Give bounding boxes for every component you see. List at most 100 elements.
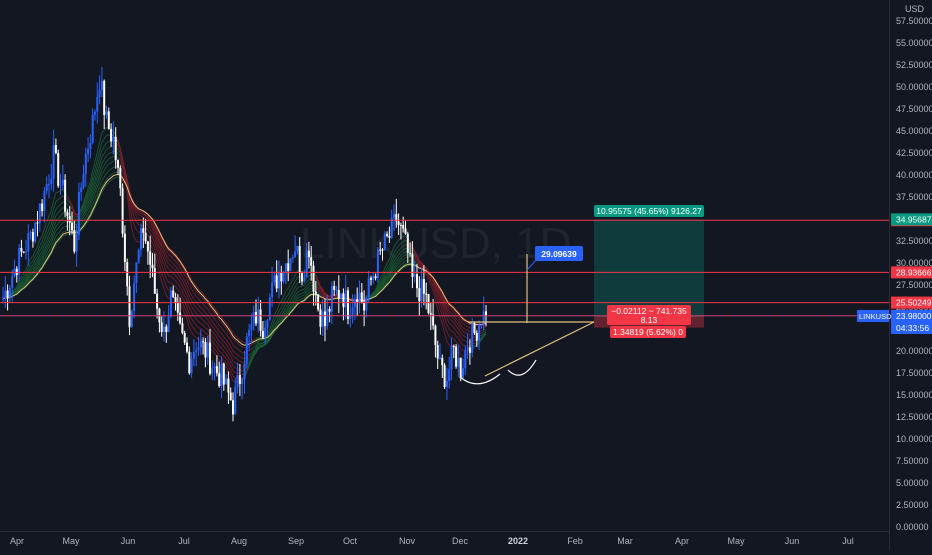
candle-body xyxy=(50,179,52,184)
candle-body xyxy=(216,366,218,373)
candle-body xyxy=(294,251,296,257)
candle-body xyxy=(78,192,80,235)
price-tick-label: 10.00000 xyxy=(896,434,932,444)
candle-body xyxy=(140,228,142,250)
candle-body xyxy=(30,232,32,233)
stop-label[interactable]: 1.34819 (5.62%) 0 xyxy=(610,326,686,338)
candle-body xyxy=(444,365,446,387)
time-tick-label: Mar xyxy=(617,536,633,546)
candle-body xyxy=(129,286,131,327)
ema-ribbon-segment xyxy=(408,265,410,266)
candle-body xyxy=(324,312,326,326)
candle-body xyxy=(301,273,303,281)
candle-body xyxy=(46,184,48,191)
time-tick-label: Apr xyxy=(675,536,689,546)
candle-body xyxy=(285,263,287,272)
time-tick-label: Feb xyxy=(567,536,583,546)
candle-body xyxy=(133,283,135,311)
candle-body xyxy=(434,325,436,345)
candle-body xyxy=(269,297,271,320)
candle-body xyxy=(202,341,204,342)
candle-body xyxy=(92,115,94,143)
time-tick-label: Oct xyxy=(343,536,358,546)
price-tick-label: 45.00000 xyxy=(896,126,932,136)
ema-ribbon-segment xyxy=(406,266,408,267)
candle-body xyxy=(131,311,133,327)
candle-body xyxy=(290,258,292,271)
candle-body xyxy=(296,246,298,251)
candle-body xyxy=(248,330,250,336)
candle-body xyxy=(9,288,11,297)
price-tick-label: 42.50000 xyxy=(896,148,932,158)
candle-body xyxy=(161,322,163,332)
candle-body xyxy=(89,143,91,149)
candle-body xyxy=(198,347,200,350)
candle-body xyxy=(18,248,20,275)
candle-body xyxy=(333,286,335,290)
currency-label: USD xyxy=(905,4,925,14)
position-price-tag: 34.95687 xyxy=(896,214,932,224)
candle-body xyxy=(11,276,13,287)
candle-body xyxy=(262,331,264,338)
candle-body xyxy=(469,347,471,352)
candle-body xyxy=(99,90,101,97)
price-tick-label: 50.00000 xyxy=(896,82,932,92)
candle-body xyxy=(221,364,223,386)
candle-body xyxy=(165,327,167,332)
candle-body xyxy=(85,154,87,174)
candle-body xyxy=(227,379,229,393)
price-tick-label: 17.50000 xyxy=(896,368,932,378)
price-tick-label: 7.50000 xyxy=(896,456,929,466)
time-tick-label: Apr xyxy=(10,536,24,546)
candle-body xyxy=(43,191,45,211)
candle-body xyxy=(278,272,280,288)
candle-body xyxy=(347,290,349,318)
candle-body xyxy=(255,312,257,323)
candle-body xyxy=(191,359,193,373)
candle-body xyxy=(73,230,75,252)
price-tick-label: 0.00000 xyxy=(896,522,929,532)
candle-body xyxy=(170,291,172,317)
candle-body xyxy=(271,282,273,297)
candle-body xyxy=(117,160,119,168)
candle-body xyxy=(69,216,71,223)
time-tick-label: May xyxy=(62,536,80,546)
candle-body xyxy=(326,309,328,326)
pnl-label[interactable]: −0.02112 ~ 741.735 8.13 xyxy=(607,305,691,325)
candle-body xyxy=(398,221,400,225)
candle-body xyxy=(430,313,432,315)
price-tick-label: 15.00000 xyxy=(896,390,932,400)
candle-body xyxy=(407,234,409,253)
candle-body xyxy=(25,251,27,252)
candle-body xyxy=(253,312,255,324)
candle-body xyxy=(37,223,39,224)
candle-body xyxy=(239,375,241,384)
candle-body xyxy=(16,269,18,275)
price-note-callout[interactable]: 29.09639 xyxy=(535,246,583,261)
candle-body xyxy=(280,272,282,282)
candle-body xyxy=(64,180,66,212)
candle-body xyxy=(273,275,275,282)
candle-body xyxy=(20,248,22,252)
candle-body xyxy=(418,288,420,301)
price-tick-label: 57.50000 xyxy=(896,16,932,26)
candle-body xyxy=(124,234,126,262)
time-tick-label: Sep xyxy=(288,536,304,546)
candle-body xyxy=(471,323,473,352)
candle-body xyxy=(310,257,312,266)
candle-body xyxy=(57,153,59,186)
candle-body xyxy=(4,291,6,299)
time-tick-label: Jun xyxy=(785,536,800,546)
last-price-tag: 23.98000 xyxy=(896,311,932,321)
time-tick-label: Jul xyxy=(842,536,854,546)
candle-body xyxy=(83,174,85,188)
target-label[interactable]: 10.95575 (45.65%) 9126.27 xyxy=(594,205,704,217)
candle-body xyxy=(246,336,248,363)
candle-body xyxy=(384,234,386,250)
candle-body xyxy=(34,223,36,242)
candle-body xyxy=(338,290,340,298)
candle-body xyxy=(152,265,154,268)
candle-body xyxy=(115,137,117,160)
